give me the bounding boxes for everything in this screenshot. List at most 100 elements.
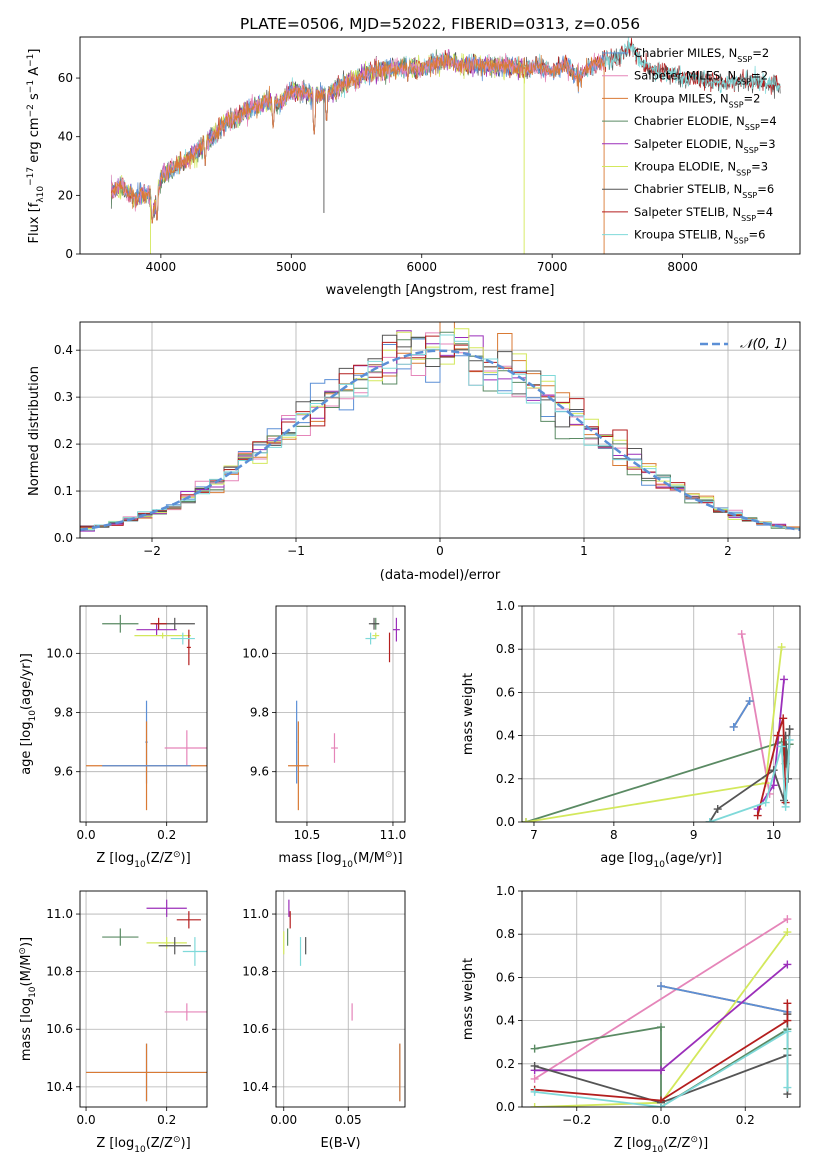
y-axis-label: Flux [fλ10−17 erg cm−2 s−1 A−1] <box>26 49 46 244</box>
x-axis-label: Z [log10(Z/Z⊙)] <box>96 850 190 870</box>
y-tick-label: 0.6 <box>496 970 515 984</box>
chart-weight_vs_age: 7 8 9 10 0.0 0.2 0.4 0.6 0.8 1.0 age [log10(age/yr… <box>461 599 801 870</box>
weight-marker <box>657 1066 665 1075</box>
figure-title: PLATE=0506, MJD=52022, FIBERID=0313, z=0… <box>240 15 640 33</box>
weight-marker <box>522 818 530 822</box>
weight-marker <box>779 714 788 723</box>
x-tick-label: 0.0 <box>77 828 96 842</box>
plot-area <box>110 37 781 254</box>
weight-marker <box>705 818 714 822</box>
y-tick-label: 11.0 <box>46 907 73 921</box>
y-tick-label: 10.6 <box>46 1022 73 1036</box>
weight-marker <box>530 1074 539 1083</box>
weight-marker <box>761 798 770 807</box>
weight-marker <box>729 722 738 731</box>
y-tick-label: 0.0 <box>496 815 515 829</box>
axes-border <box>79 321 801 539</box>
x-axis-label: Z [log10(Z/Z⊙)] <box>96 1135 190 1155</box>
weight-marker <box>530 1087 539 1096</box>
weight-marker <box>737 630 746 639</box>
x-axis-label: (data-model)/error <box>380 568 501 583</box>
x-tick-label: 8 <box>610 828 618 842</box>
plot-area <box>530 915 792 1107</box>
x-axis-label: mass [log10(M/M⊙)] <box>278 850 402 870</box>
chart-mass_vs_ebv: 0.00 0.05 10.4 10.6 10.8 11.0 E(B-V) <box>242 890 406 1151</box>
plot-area <box>522 630 794 822</box>
legend-label: Chabrier MILES, NSSP=2 <box>634 46 769 64</box>
y-tick-label: 0.6 <box>496 685 515 699</box>
y-tick-label: 10.8 <box>46 965 73 979</box>
x-tick-label: 0.00 <box>270 1113 297 1127</box>
y-tick-label: 0.1 <box>54 484 73 498</box>
x-tick-label: 0.2 <box>157 1113 176 1127</box>
y-tick-label: 11.0 <box>242 907 269 921</box>
weight-line <box>740 633 771 795</box>
y-tick-label: 0 <box>65 247 73 261</box>
weight-marker <box>530 1103 539 1107</box>
weight-marker <box>785 725 794 734</box>
weight-marker <box>783 1083 792 1092</box>
y-tick-label: 9.6 <box>54 765 73 779</box>
x-tick-label: 11.0 <box>380 828 407 842</box>
chart-age_vs_mass: 10.5 11.0 9.6 9.8 10.0 mass [log10(M/M⊙)] <box>242 605 407 870</box>
y-tick-label: 0.0 <box>54 531 73 545</box>
plot-area <box>283 899 401 1102</box>
x-tick-label: −0.2 <box>562 1113 591 1127</box>
chart-age_vs_Z: 0.0 0.2 9.6 9.8 10.0 Z [log10(Z/Z⊙)] age [log1… <box>19 605 208 870</box>
legend: Chabrier MILES, NSSP=2 Salpeter MILES, NS… <box>602 46 777 245</box>
x-tick-label: 0 <box>436 544 444 558</box>
x-tick-label: 4000 <box>146 260 177 274</box>
y-tick-label: 40 <box>58 130 73 144</box>
x-tick-label: 0.2 <box>157 828 176 842</box>
y-axis-label: mass weight <box>461 958 476 1040</box>
weight-marker <box>745 697 754 706</box>
x-tick-label: 5000 <box>276 260 307 274</box>
y-tick-label: 10.8 <box>242 965 269 979</box>
weight-marker <box>777 742 786 751</box>
y-tick-label: 0.8 <box>496 642 515 656</box>
y-tick-label: 10.0 <box>46 646 73 660</box>
legend-label: Salpeter MILES, NSSP=2 <box>634 69 768 87</box>
axes-frame: 0.00 0.05 10.4 10.6 10.8 11.0 <box>242 907 361 1127</box>
histogram-step <box>80 334 800 529</box>
x-tick-label: −2 <box>143 544 161 558</box>
x-tick-label: −1 <box>287 544 305 558</box>
plot-area <box>288 617 400 811</box>
axes-frame: −0.2 0.0 0.2 0.0 0.2 0.4 0.6 0.8 1.0 <box>496 884 755 1127</box>
x-tick-label: 6000 <box>406 260 437 274</box>
plot-area <box>86 899 207 1102</box>
y-tick-label: 0.2 <box>54 437 73 451</box>
spectrum-line <box>110 52 605 224</box>
weight-line <box>732 700 751 728</box>
y-tick-label: 10.4 <box>46 1080 73 1094</box>
y-tick-label: 10.4 <box>242 1080 269 1094</box>
axes-frame: −2 −1 0 1 2 0.0 0.1 0.2 0.3 0.4 <box>54 343 732 558</box>
x-axis-label: E(B-V) <box>320 1136 360 1151</box>
axes-border <box>521 890 801 1108</box>
y-tick-label: 0.2 <box>496 772 515 786</box>
legend-label: Kroupa ELODIE, NSSP=3 <box>634 160 768 178</box>
weight-marker <box>783 1016 792 1025</box>
weight-marker <box>783 960 792 969</box>
x-axis-label: age [log10(age/yr)] <box>600 851 722 870</box>
x-tick-label: 8000 <box>667 260 698 274</box>
weight-marker <box>783 928 792 937</box>
weight-line <box>534 1003 789 1102</box>
y-axis-label: mass [log10(M/M⊙)] <box>18 937 38 1061</box>
y-tick-label: 0.3 <box>54 390 73 404</box>
spectrum-line <box>110 53 527 224</box>
chart-spectrum: 4000 5000 6000 7000 8000 0 20 40 60 wavelength [A… <box>26 36 801 298</box>
normal-curve <box>80 349 800 532</box>
chart-weight_vs_Z: −0.2 0.0 0.2 0.0 0.2 0.4 0.6 0.8 1.0 Z [log10(Z/Z… <box>461 884 801 1155</box>
weight-marker <box>657 982 665 991</box>
y-tick-label: 9.8 <box>54 706 73 720</box>
legend-label: Chabrier STELIB, NSSP=6 <box>634 182 774 200</box>
y-tick-label: 9.8 <box>250 706 269 720</box>
x-tick-label: 0.0 <box>651 1113 670 1127</box>
axes-frame: 7 8 9 10 0.0 0.2 0.4 0.6 0.8 1.0 <box>496 599 781 842</box>
x-tick-label: 0.2 <box>736 1113 755 1127</box>
axes-border <box>521 605 801 823</box>
x-tick-label: 0.05 <box>335 1113 362 1127</box>
axes-border <box>275 890 406 1108</box>
chart-residuals: −2 −1 0 1 2 0.0 0.1 0.2 0.3 0.4 (data-model)/error… <box>27 321 801 583</box>
